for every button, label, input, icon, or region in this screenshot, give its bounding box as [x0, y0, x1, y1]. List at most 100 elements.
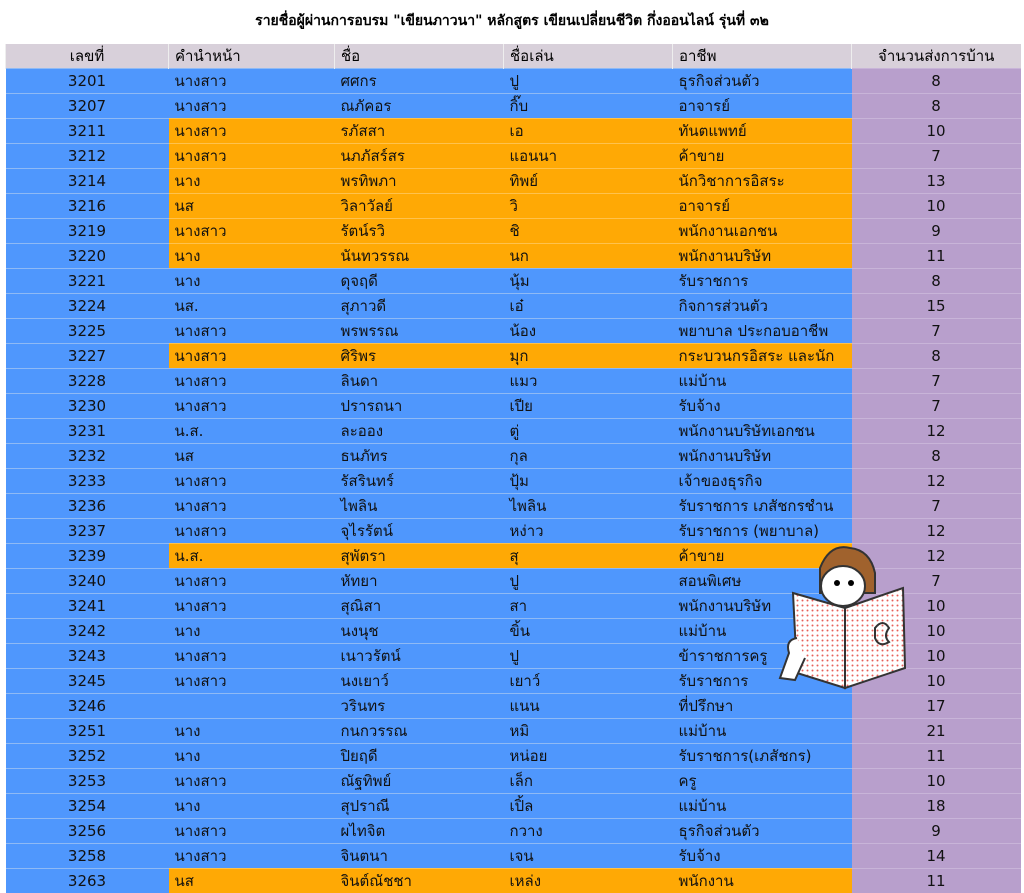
cell-number: 3236: [6, 494, 169, 519]
cell-number: 3252: [6, 744, 169, 769]
cell-occupation: ครู: [673, 769, 852, 794]
cell-number: 3214: [6, 169, 169, 194]
cell-prefix: นส: [169, 444, 335, 469]
cell-number: 3231: [6, 419, 169, 444]
cell-number: 3221: [6, 269, 169, 294]
cell-homework-count: 10: [852, 194, 1021, 219]
cell-nickname: น้อง: [504, 319, 673, 344]
cell-nickname: ปู: [504, 569, 673, 594]
cell-occupation: แม่บ้าน: [673, 794, 852, 819]
cell-prefix: นางสาว: [169, 844, 335, 869]
cell-nickname: ชิ: [504, 219, 673, 244]
cell-occupation: ค้าขาย: [673, 144, 852, 169]
cell-occupation: ทันตแพทย์: [673, 119, 852, 144]
cell-homework-count: 8: [852, 69, 1021, 94]
cell-homework-count: 21: [852, 719, 1021, 744]
cell-name: เนาวรัตน์: [335, 644, 504, 669]
cell-nickname: ตู่: [504, 419, 673, 444]
cell-homework-count: 15: [852, 294, 1021, 319]
cell-nickname: ทิพย์: [504, 169, 673, 194]
cell-nickname: หมิ: [504, 719, 673, 744]
cell-nickname: กิ๊บ: [504, 94, 673, 119]
cell-name: ผไทจิต: [335, 819, 504, 844]
cell-occupation: รับราชการ: [673, 269, 852, 294]
cell-occupation: พนักงานบริษัท: [673, 444, 852, 469]
cell-homework-count: 7: [852, 494, 1021, 519]
cell-prefix: นางสาว: [169, 344, 335, 369]
cell-prefix: นส: [169, 869, 335, 893]
page-title: รายชื่อผู้ผ่านการอบรม "เขียนภาวนา" หลักส…: [0, 10, 1024, 32]
cell-prefix: นางสาว: [169, 94, 335, 119]
cell-prefix: นาง: [169, 719, 335, 744]
cell-nickname: เอ: [504, 119, 673, 144]
cell-nickname: หง่าว: [504, 519, 673, 544]
cell-name: ศศกร: [335, 69, 504, 94]
cell-number: 3254: [6, 794, 169, 819]
cell-name: กนกวรรณ: [335, 719, 504, 744]
cell-prefix: นาง: [169, 794, 335, 819]
cell-prefix: นาง: [169, 244, 335, 269]
cell-occupation: พนักงานเอกชน: [673, 219, 852, 244]
cell-number: 3216: [6, 194, 169, 219]
cell-homework-count: 7: [852, 394, 1021, 419]
header-row: เลขที่ คำนำหน้า ชื่อ ชื่อเล่น อาชีพ จำนว…: [6, 44, 1021, 69]
cell-number: 3241: [6, 594, 169, 619]
cell-name: ธนภัทร: [335, 444, 504, 469]
cell-prefix: น.ส.: [169, 544, 335, 569]
cell-number: 3253: [6, 769, 169, 794]
cell-nickname: เจน: [504, 844, 673, 869]
col-header-prefix: คำนำหน้า: [169, 44, 335, 69]
cell-prefix: นส.: [169, 294, 335, 319]
cell-name: สุณิสา: [335, 594, 504, 619]
cell-prefix: นางสาว: [169, 394, 335, 419]
cell-name: ละออง: [335, 419, 504, 444]
cell-prefix: นาง: [169, 269, 335, 294]
cell-number: 3258: [6, 844, 169, 869]
cell-nickname: เล็ก: [504, 769, 673, 794]
cell-occupation: อาจารย์: [673, 194, 852, 219]
cell-number: 3230: [6, 394, 169, 419]
cell-prefix: นาง: [169, 619, 335, 644]
cell-homework-count: 8: [852, 269, 1021, 294]
cell-number: 3227: [6, 344, 169, 369]
cell-homework-count: 18: [852, 794, 1021, 819]
cell-name: จินต์ณัชชา: [335, 869, 504, 893]
cell-prefix: นางสาว: [169, 144, 335, 169]
cell-nickname: แนน: [504, 694, 673, 719]
cell-name: จุไรรัตน์: [335, 519, 504, 544]
cell-number: 3239: [6, 544, 169, 569]
cell-nickname: นุ้ม: [504, 269, 673, 294]
cell-name: ศิริพร: [335, 344, 504, 369]
cell-nickname: แอนนา: [504, 144, 673, 169]
cell-occupation: อาจารย์: [673, 94, 852, 119]
cell-prefix: นางสาว: [169, 569, 335, 594]
col-header-nickname: ชื่อเล่น: [504, 44, 673, 69]
cell-number: 3245: [6, 669, 169, 694]
cell-name: จินตนา: [335, 844, 504, 869]
cell-occupation: แม่บ้าน: [673, 719, 852, 744]
cell-homework-count: 8: [852, 444, 1021, 469]
cell-name: นันทวรรณ: [335, 244, 504, 269]
cell-prefix: นางสาว: [169, 469, 335, 494]
cell-homework-count: 12: [852, 419, 1021, 444]
cell-prefix: นางสาว: [169, 119, 335, 144]
cell-name: นงเยาว์: [335, 669, 504, 694]
cell-number: 3251: [6, 719, 169, 744]
cell-homework-count: 9: [852, 219, 1021, 244]
cell-nickname: เหล่ง: [504, 869, 673, 893]
cell-name: รภัสสา: [335, 119, 504, 144]
cell-name: นภภัสร์สร: [335, 144, 504, 169]
participants-table: เลขที่ คำนำหน้า ชื่อ ชื่อเล่น อาชีพ จำนว…: [5, 44, 1021, 893]
cell-nickname: แมว: [504, 369, 673, 394]
cell-name: วรินทร: [335, 694, 504, 719]
cell-prefix: นางสาว: [169, 594, 335, 619]
